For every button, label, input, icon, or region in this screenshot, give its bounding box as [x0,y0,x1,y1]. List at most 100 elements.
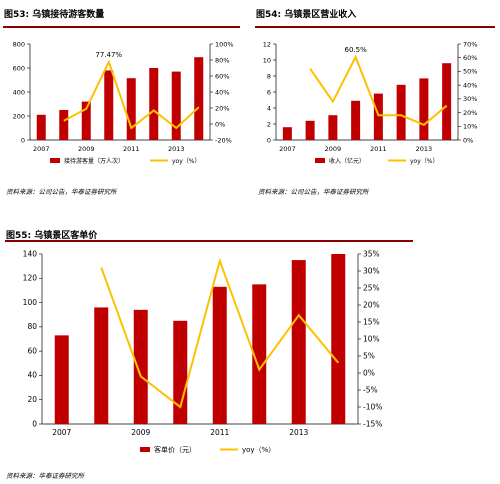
yoy-line [63,59,200,130]
legend-bar-swatch [140,447,150,452]
bar [351,100,361,140]
x-tick-label: 2011 [370,145,387,153]
y-left-tick-label: 200 [13,112,25,120]
bar [36,114,46,140]
y-left-tick-label: 0 [21,136,25,144]
x-tick-label: 2007 [33,145,50,153]
y-left-tick-label: 20 [27,395,37,404]
bar [282,127,292,140]
title-rule [3,26,240,28]
bar [171,71,181,140]
y-right-tick-label: -15% [363,419,382,428]
x-tick-label: 2009 [325,145,342,153]
y-left-tick-label: 0 [32,419,37,428]
y-right-tick-label: 10% [363,334,380,343]
y-right-tick-label: 40% [215,88,229,96]
y-right-tick-label: -5% [363,385,378,394]
y-left-tick-label: 800 [13,40,25,48]
y-right-tick-label: 0% [215,120,225,128]
bar [194,57,204,141]
y-right-tick-label: -10% [363,402,382,411]
bar [419,78,429,140]
bar [328,115,338,140]
source-note: 资料来源：公司公告，华泰证券研究所 [6,188,117,196]
bar [94,307,109,424]
y-right-tick-label: 100% [215,40,234,48]
y-left-tick-label: 120 [23,274,38,283]
yoy-line [100,257,340,409]
bar [149,68,159,140]
legend-bar-label: 收入（亿元） [329,157,365,165]
y-right-tick-label: 80% [215,56,229,64]
legend-bar-label: 接待游客量（万人次） [64,157,124,165]
price-chart: 0 20 40 60 80 100 120 140 -15% -10% -5% 0% 5% 10% 15% 2… [23,249,383,454]
bar [252,284,267,424]
y-left-tick-label: 12 [263,40,271,48]
y-right-tick-label: 0% [463,136,473,144]
y-right-tick-label: 20% [363,300,380,309]
y-left-tick-label: 80 [27,322,37,331]
legend-bar-swatch [315,158,325,163]
bar [373,93,383,140]
source-note: 资料来源：公司公告，华泰证券研究所 [258,188,369,196]
x-tick-label: 2013 [416,145,433,153]
bar [81,101,91,140]
bar [133,309,148,424]
y-right-tick-label: -20% [215,136,232,144]
panel-title: 图54: 乌镇景区营业收入 [256,10,357,20]
y-left-tick-label: 2 [267,120,271,128]
y-right-tick-label: 0% [363,368,375,377]
y-right-tick-label: 30% [463,95,477,103]
y-right-tick-label: 40% [463,81,477,89]
x-tick-label: 2007 [279,145,296,153]
y-left-tick-label: 140 [23,249,38,258]
legend-line-label: yoy（%） [410,158,438,165]
y-right-tick-label: 20% [215,104,229,112]
x-tick-label: 2009 [131,428,150,437]
y-right-tick-label: 60% [463,54,477,62]
y-right-tick-label: 5% [363,351,375,360]
bar [104,70,114,140]
legend-line-label: yoy（%） [242,446,275,454]
revenue-chart: 0 2 4 6 8 10 12 0% 10% 20% 30% 40% 50% 60% 70% 2007 2009… [263,40,478,165]
y-left-tick-label: 10 [263,56,271,64]
bar [442,63,452,141]
y-left-tick-label: 8 [267,72,271,80]
bar [173,320,188,424]
bar [305,120,315,140]
y-left-tick-label: 6 [267,88,271,96]
y-right-tick-label: 50% [463,68,477,76]
y-left-tick-label: 40 [27,371,37,380]
title-rule [255,26,495,28]
x-tick-label: 2011 [123,145,140,153]
visitors-chart: 0 200 400 600 800 -20% 0% 20% 40% 60% 80% 100% 2007 2… [13,40,234,165]
bar [126,78,136,140]
bar [54,335,69,424]
source-note: 资料来源：华泰证券研究所 [6,472,84,480]
panel-title: 图53: 乌镇接待游客数量 [4,10,105,20]
x-tick-label: 2007 [52,428,71,437]
y-right-tick-label: 30% [363,266,380,275]
y-left-tick-label: 0 [267,136,271,144]
bar [331,254,346,424]
bar [59,110,69,140]
title-rule [5,240,413,242]
y-right-tick-label: 10% [463,123,477,131]
y-right-tick-label: 20% [463,109,477,117]
x-tick-label: 2013 [289,428,308,437]
y-left-tick-label: 600 [13,64,25,72]
panel-title: 图55: 乌镇景区客单价 [6,231,98,241]
bar [212,286,227,424]
y-right-tick-label: 70% [463,40,477,48]
x-tick-label: 2013 [168,145,185,153]
y-left-tick-label: 100 [23,298,38,307]
legend-line-label: yoy（%） [172,158,200,165]
y-right-tick-label: 15% [363,317,380,326]
y-left-tick-label: 60 [27,346,37,355]
y-right-tick-label: 60% [215,72,229,80]
x-tick-label: 2009 [78,145,95,153]
peak-annotation: 77.47% [95,51,122,59]
y-left-tick-label: 4 [267,104,271,112]
y-left-tick-label: 400 [13,88,25,96]
legend-bar-swatch [50,158,60,163]
